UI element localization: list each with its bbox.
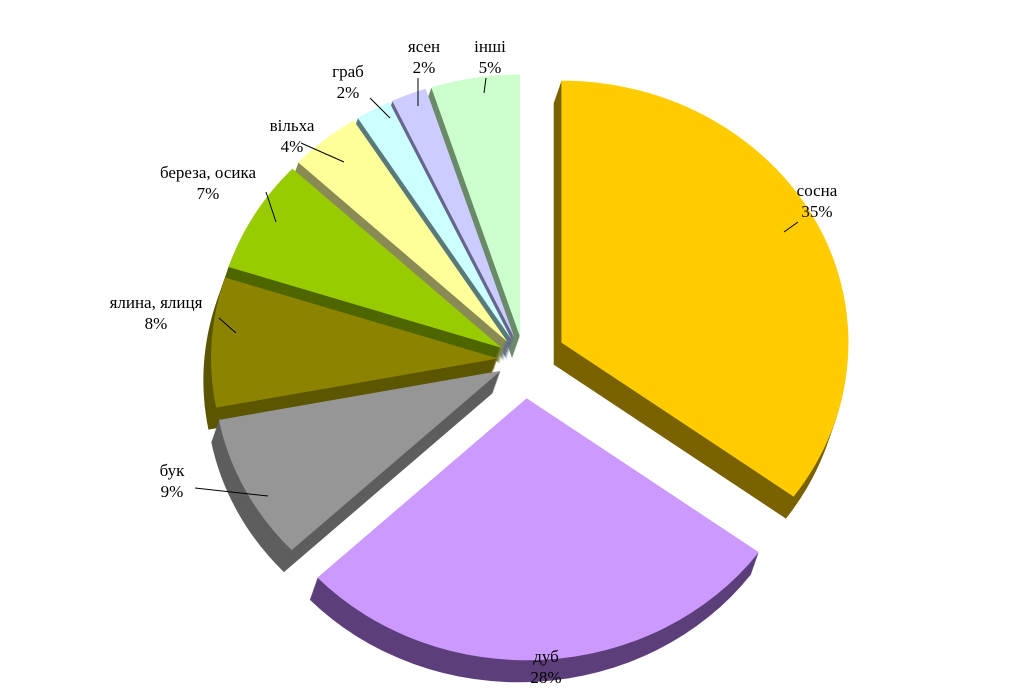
slice-7	[392, 88, 515, 338]
slice-5	[298, 120, 508, 342]
slice-label-name-5: вільха	[270, 116, 315, 135]
slice-label-pct-5: 4%	[281, 137, 304, 156]
slice-label-pct-3: 8%	[145, 314, 168, 333]
slice-label-pct-4: 7%	[197, 184, 220, 203]
slice-label-pct-8: 5%	[479, 58, 502, 77]
slice-label-name-1: дуб	[533, 647, 559, 666]
slice-label-name-7: ясен	[408, 37, 440, 56]
slice-label-pct-6: 2%	[337, 83, 360, 102]
slice-4	[228, 168, 502, 348]
slice-labels: сосна 35% дуб 28% бук 9% ялина, ялиця 8% береза,…	[110, 37, 838, 687]
slice-label-name-6: граб	[332, 62, 364, 81]
slice-0	[561, 80, 849, 497]
leader-line-8	[483, 77, 487, 94]
slice-3	[211, 277, 499, 408]
slice-label-name-4: береза, осика	[160, 163, 257, 182]
leader-line-2	[194, 487, 269, 497]
slice-label-pct-1: 28%	[530, 668, 561, 687]
leader-line-0	[783, 221, 799, 233]
slice-label-pct-2: 9%	[161, 482, 184, 501]
slice-label-pct-0: 35%	[801, 202, 832, 221]
leader-line-5	[300, 142, 345, 163]
slice-1	[317, 398, 759, 661]
slice-tops	[211, 74, 849, 661]
slice-label-name-0: сосна	[797, 181, 838, 200]
slice-8	[431, 74, 520, 337]
leader-line-6	[369, 97, 391, 119]
slice-label-pct-7: 2%	[413, 58, 436, 77]
slice-label-name-3: ялина, ялиця	[110, 293, 203, 312]
slice-label-name-8: інші	[474, 37, 506, 56]
slice-6	[357, 102, 512, 340]
slice-label-name-2: бук	[160, 461, 186, 480]
leader-line-4	[265, 191, 277, 223]
label-leaders	[194, 77, 799, 497]
slice-2	[218, 370, 501, 551]
leader-line-3	[218, 317, 237, 334]
